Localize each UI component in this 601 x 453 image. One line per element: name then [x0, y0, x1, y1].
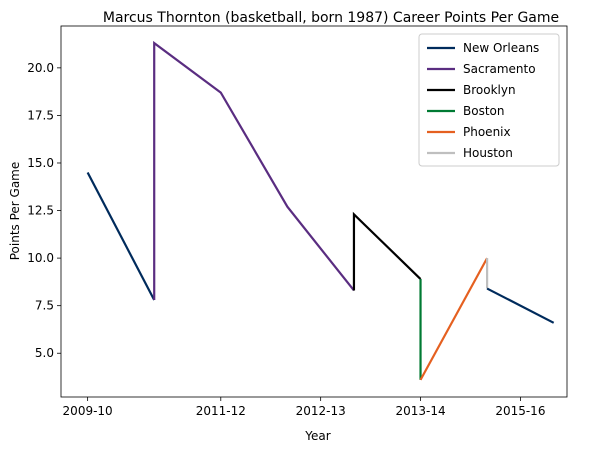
y-tick-label: 10.0 [27, 251, 54, 265]
y-tick-label: 15.0 [27, 156, 54, 170]
x-tick-label: 2011-12 [196, 404, 246, 418]
x-axis-label: Year [304, 429, 330, 443]
legend-label: New Orleans [463, 41, 539, 55]
x-tick-label: 2009-10 [63, 404, 113, 418]
y-tick-label: 7.5 [35, 299, 54, 313]
y-tick-label: 20.0 [27, 61, 54, 75]
legend-label: Sacramento [463, 62, 536, 76]
y-tick-label: 5.0 [35, 346, 54, 360]
legend-label: Phoenix [463, 125, 511, 139]
y-tick-label: 17.5 [27, 108, 54, 122]
x-tick-label: 2015-16 [495, 404, 545, 418]
y-tick-label: 12.5 [27, 204, 54, 218]
x-tick-label: 2012-13 [296, 404, 346, 418]
legend-label: Boston [463, 104, 504, 118]
chart-title: Marcus Thornton (basketball, born 1987) … [103, 10, 559, 26]
legend: New Orleans Sacramento Brooklyn Boston Phoen… [419, 34, 559, 166]
x-tick-label: 2013-14 [395, 404, 445, 418]
y-axis-label: Points Per Game [8, 162, 22, 261]
legend-label: Houston [463, 146, 513, 160]
legend-label: Brooklyn [463, 83, 516, 97]
